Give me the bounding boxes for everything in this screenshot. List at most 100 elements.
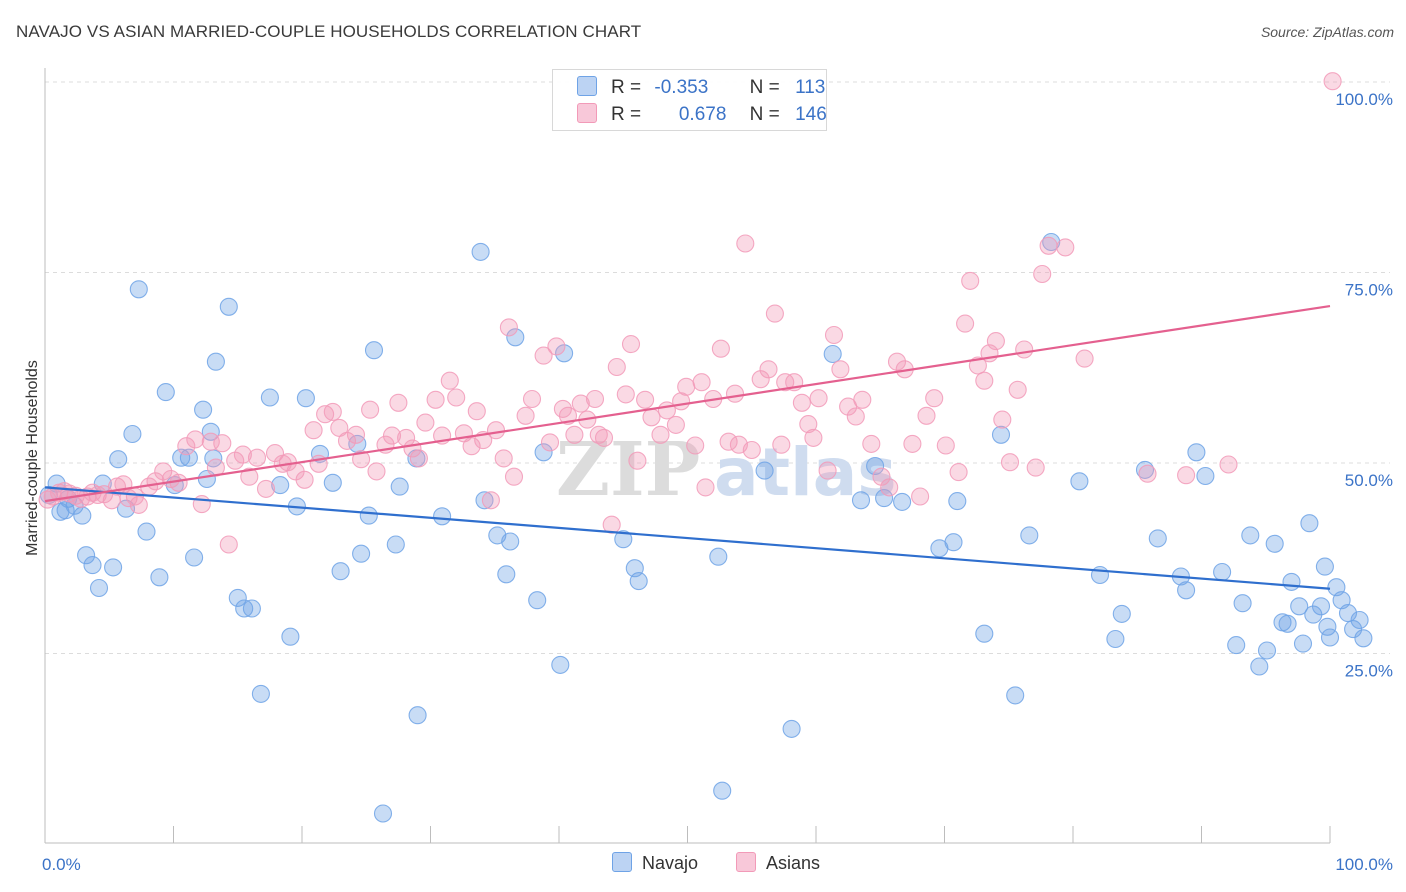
navajo-point xyxy=(228,588,247,607)
navajo-point xyxy=(1196,466,1215,486)
asians-point xyxy=(540,433,560,452)
asians-point xyxy=(416,413,435,432)
bottom-legend-asians: Asians xyxy=(736,852,820,874)
asians-trend-line xyxy=(44,304,1331,503)
navajo-point xyxy=(129,280,148,299)
asians-point xyxy=(219,535,238,554)
navajo-point xyxy=(501,532,520,551)
y-tick-label: 50.0% xyxy=(1345,471,1393,490)
asians-point xyxy=(323,402,342,421)
navajo-point xyxy=(1354,629,1373,648)
navajo-point xyxy=(73,506,92,525)
grid-lines xyxy=(45,81,1390,654)
navajo-point xyxy=(156,383,175,402)
asians-point xyxy=(177,437,196,456)
navajo-point xyxy=(150,568,169,587)
r-label-asians: R = xyxy=(611,104,642,125)
chart-source: Source: ZipAtlas.com xyxy=(1260,24,1394,40)
asians-point xyxy=(154,462,173,481)
navajo-point xyxy=(1177,581,1196,600)
asians-point xyxy=(409,449,428,468)
x-tick-label: 100.0% xyxy=(1335,855,1393,874)
asians-point xyxy=(462,437,481,456)
navajo-point xyxy=(1315,557,1334,576)
navajo-point xyxy=(893,492,912,511)
navajo-point xyxy=(109,450,128,469)
asians-point xyxy=(602,515,621,534)
asians-point xyxy=(213,434,232,453)
navajo-point xyxy=(260,388,279,407)
navajo-point xyxy=(1112,604,1131,623)
asians-point xyxy=(696,478,715,497)
asians-point xyxy=(499,318,518,337)
legend-row-navajo: R = -0.353 N = 113 xyxy=(577,76,825,100)
navajo-point xyxy=(471,242,490,261)
navajo-point xyxy=(235,599,254,618)
asians-point xyxy=(719,432,738,451)
asians-point xyxy=(1177,466,1196,485)
asians-point xyxy=(993,410,1012,429)
asians-point xyxy=(585,389,605,409)
navajo-point xyxy=(1213,562,1232,582)
navajo-point xyxy=(866,456,885,476)
navajo-point xyxy=(408,706,427,725)
navajo-point xyxy=(123,424,142,444)
asians-point xyxy=(129,495,148,514)
asians-n-value: 146 xyxy=(795,104,827,125)
series-asians-points xyxy=(38,72,1342,554)
asians-point xyxy=(534,346,553,365)
tick-labels: 25.0% 50.0% 75.0% 100.0% 0.0% 100.0% xyxy=(42,90,1393,874)
navajo-point xyxy=(1106,629,1125,649)
asians-point xyxy=(936,436,955,455)
asians-point xyxy=(1075,349,1094,368)
asians-point xyxy=(367,462,386,481)
navajo-point xyxy=(823,344,842,364)
asians-point xyxy=(616,385,635,404)
asians-point xyxy=(186,430,205,449)
navajo-point xyxy=(991,425,1011,444)
asians-point xyxy=(1219,455,1238,474)
asians-point xyxy=(792,393,811,412)
navajo-point xyxy=(104,558,123,577)
asians-point xyxy=(594,428,614,447)
asians-point xyxy=(304,421,323,440)
navajo-point xyxy=(364,341,384,360)
navajo-point xyxy=(1006,686,1025,705)
asians-point xyxy=(799,415,818,434)
navajo-point xyxy=(359,506,378,525)
navajo-point xyxy=(755,461,774,480)
asians-point xyxy=(467,402,486,421)
asians-point xyxy=(192,495,211,514)
asians-point xyxy=(903,434,922,453)
navajo-point xyxy=(1344,620,1363,639)
asians-point xyxy=(201,432,220,451)
asians-point xyxy=(880,478,899,497)
navajo-point xyxy=(390,477,409,496)
navajo-point xyxy=(201,422,220,441)
navajo-point xyxy=(534,443,553,462)
navajo-point xyxy=(1070,472,1089,491)
navajo-point xyxy=(251,684,270,703)
asians-point xyxy=(382,426,402,445)
r-label-navajo: R = xyxy=(611,77,642,98)
asians-point xyxy=(426,390,445,409)
navajo-point xyxy=(1148,529,1167,548)
navajo-r-value: -0.353 xyxy=(654,77,709,98)
asians-point xyxy=(887,352,907,371)
navajo-point xyxy=(271,476,290,495)
y-tick-label: 100.0% xyxy=(1335,90,1393,109)
asians-point xyxy=(1039,236,1058,255)
navajo-point xyxy=(77,546,96,565)
navajo-point xyxy=(296,389,315,408)
asians-point xyxy=(651,425,670,444)
navajo-point xyxy=(373,804,393,823)
asians-point xyxy=(765,304,784,323)
navajo-point xyxy=(948,492,967,511)
navajo-point xyxy=(528,591,547,610)
asians-point xyxy=(547,337,566,356)
navajo-legend-label: Navajo xyxy=(642,853,699,873)
asians-swatch xyxy=(577,103,597,123)
asians-point xyxy=(666,415,685,434)
asians-point xyxy=(486,421,506,440)
asians-point xyxy=(818,461,837,480)
